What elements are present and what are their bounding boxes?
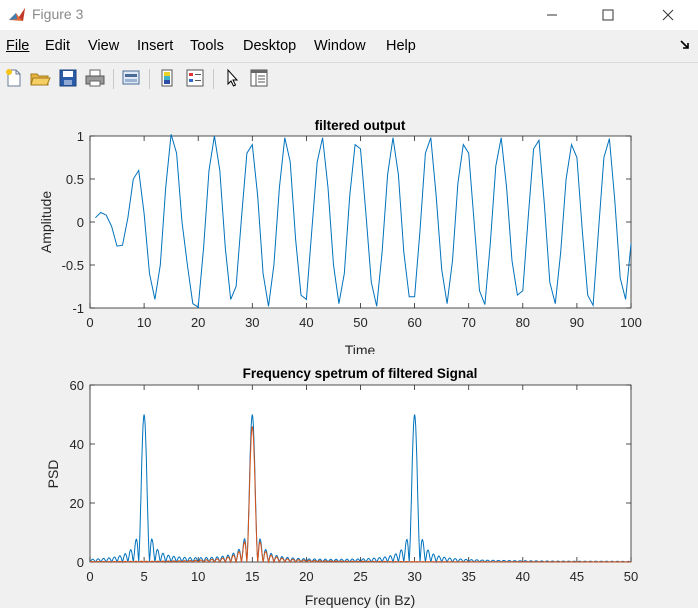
insert-legend-button[interactable] <box>184 67 206 89</box>
x-tick-label: 10 <box>191 569 205 584</box>
x-tick-label: 90 <box>570 315 584 330</box>
toolbar-separator <box>149 69 150 89</box>
matlab-icon <box>9 8 25 21</box>
minimize-icon <box>547 14 557 16</box>
x-tick-label: 0 <box>86 569 93 584</box>
menu-file[interactable]: File <box>6 38 29 54</box>
menu-desktop[interactable]: Desktop <box>243 38 296 54</box>
y-tick-label: 20 <box>70 496 84 511</box>
x-tick-label: 35 <box>461 569 475 584</box>
x-tick-label: 20 <box>299 569 313 584</box>
menu-file-label: File <box>6 38 30 54</box>
save-icon <box>59 69 77 87</box>
x-tick-label: 100 <box>620 315 642 330</box>
maximize-icon <box>602 9 614 21</box>
menu-window[interactable]: Window <box>314 38 366 54</box>
edit-plot-button[interactable] <box>221 67 243 89</box>
series-line-orange <box>89 426 631 564</box>
menu-help-label: Help <box>386 38 416 54</box>
toolbar-separator <box>213 69 214 89</box>
x-tick-label: 15 <box>245 569 259 584</box>
link-plot-icon <box>122 70 140 85</box>
cursor-arrow-icon <box>227 68 239 87</box>
link-plot-button[interactable] <box>120 67 142 89</box>
maximize-button[interactable] <box>585 0 631 30</box>
menu-edit[interactable]: Edit <box>45 38 70 54</box>
menu-bar: File Edit View Insert Tools Desktop Wind… <box>0 30 698 62</box>
x-tick-label: 70 <box>461 315 475 330</box>
minimize-button[interactable] <box>529 0 575 30</box>
chart-title: Frequency spetrum of filtered Signal <box>243 366 478 381</box>
y-tick-label: 1 <box>77 129 84 144</box>
colorbar-icon <box>161 69 173 87</box>
x-tick-label: 25 <box>353 569 367 584</box>
y-tick-label: -0.5 <box>62 258 84 273</box>
x-axis-label: Time <box>345 342 376 354</box>
x-tick-label: 5 <box>140 569 147 584</box>
x-tick-label: 50 <box>353 315 367 330</box>
close-icon <box>662 9 674 21</box>
menu-tools-label: Tools <box>190 38 224 54</box>
y-tick-label: 60 <box>70 378 84 393</box>
save-button[interactable] <box>57 67 79 89</box>
legend-icon <box>186 69 204 87</box>
insert-colorbar-button[interactable] <box>156 67 178 89</box>
menu-view-label: View <box>88 38 120 54</box>
x-tick-label: 30 <box>245 315 259 330</box>
menu-insert-label: Insert <box>137 38 174 54</box>
x-tick-label: 50 <box>624 569 638 584</box>
x-axis-label: Frequency (in Bz) <box>305 592 415 608</box>
x-tick-label: 45 <box>570 569 584 584</box>
menu-tools[interactable]: Tools <box>190 38 224 54</box>
x-tick-label: 10 <box>137 315 151 330</box>
menu-edit-label: Edit <box>45 38 70 54</box>
x-tick-label: 40 <box>299 315 313 330</box>
x-tick-label: 20 <box>191 315 205 330</box>
menu-desktop-label: Desktop <box>243 38 297 54</box>
open-file-button[interactable] <box>29 67 51 89</box>
toolbar <box>0 62 698 95</box>
axes-box <box>89 384 632 563</box>
window-title: Figure 3 <box>32 6 84 22</box>
y-tick-label: 40 <box>70 437 84 452</box>
property-inspector-button[interactable] <box>248 67 270 89</box>
property-inspector-icon <box>250 69 268 87</box>
x-tick-label: 30 <box>407 569 421 584</box>
toolbar-separator <box>113 69 114 89</box>
y-tick-label: 0.5 <box>66 172 84 187</box>
print-button[interactable] <box>84 67 106 89</box>
plot-frequency-spectrum: Frequency spetrum of filtered Signal Fre… <box>45 366 638 608</box>
y-tick-label: -1 <box>72 301 84 316</box>
chart-title: filtered output <box>315 118 406 133</box>
x-tick-label: 80 <box>516 315 530 330</box>
menu-help[interactable]: Help <box>386 38 416 54</box>
y-tick-label: 0 <box>77 555 84 570</box>
x-tick-label: 0 <box>86 315 93 330</box>
new-file-icon <box>6 69 21 87</box>
dock-arrow-icon[interactable] <box>678 38 692 52</box>
series-line <box>95 134 632 308</box>
y-tick-label: 0 <box>77 215 84 230</box>
y-axis-label: PSD <box>45 460 61 489</box>
close-button[interactable] <box>645 0 691 30</box>
x-tick-label: 60 <box>407 315 421 330</box>
plot-filtered-output: filtered output Time Amplitude 0 10 20 30 40… <box>38 118 642 354</box>
new-figure-button[interactable] <box>3 67 25 89</box>
folder-icon <box>30 73 51 86</box>
printer-icon <box>85 69 105 87</box>
y-axis-label: Amplitude <box>38 191 54 253</box>
x-tick-label: 40 <box>516 569 530 584</box>
menu-view[interactable]: View <box>88 38 119 54</box>
menu-window-label: Window <box>314 38 366 54</box>
title-bar: Figure 3 <box>0 0 698 30</box>
menu-insert[interactable]: Insert <box>137 38 173 54</box>
